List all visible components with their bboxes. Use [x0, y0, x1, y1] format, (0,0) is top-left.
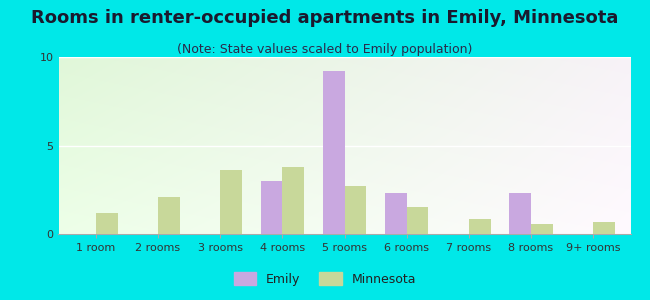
Bar — [593, 222, 615, 234]
Legend: Emily, Minnesota: Emily, Minnesota — [229, 267, 421, 291]
Bar — [469, 219, 491, 234]
Bar — [158, 197, 180, 234]
Bar — [385, 193, 407, 234]
Text: (Note: State values scaled to Emily population): (Note: State values scaled to Emily popu… — [177, 44, 473, 56]
Bar — [282, 167, 304, 234]
Bar — [96, 213, 118, 234]
Bar — [323, 71, 345, 234]
Bar — [531, 224, 552, 234]
Bar — [344, 186, 366, 234]
Bar — [220, 170, 242, 234]
Bar — [407, 208, 428, 234]
Bar — [509, 193, 531, 234]
Bar — [261, 181, 282, 234]
Text: Rooms in renter-occupied apartments in Emily, Minnesota: Rooms in renter-occupied apartments in E… — [31, 9, 619, 27]
